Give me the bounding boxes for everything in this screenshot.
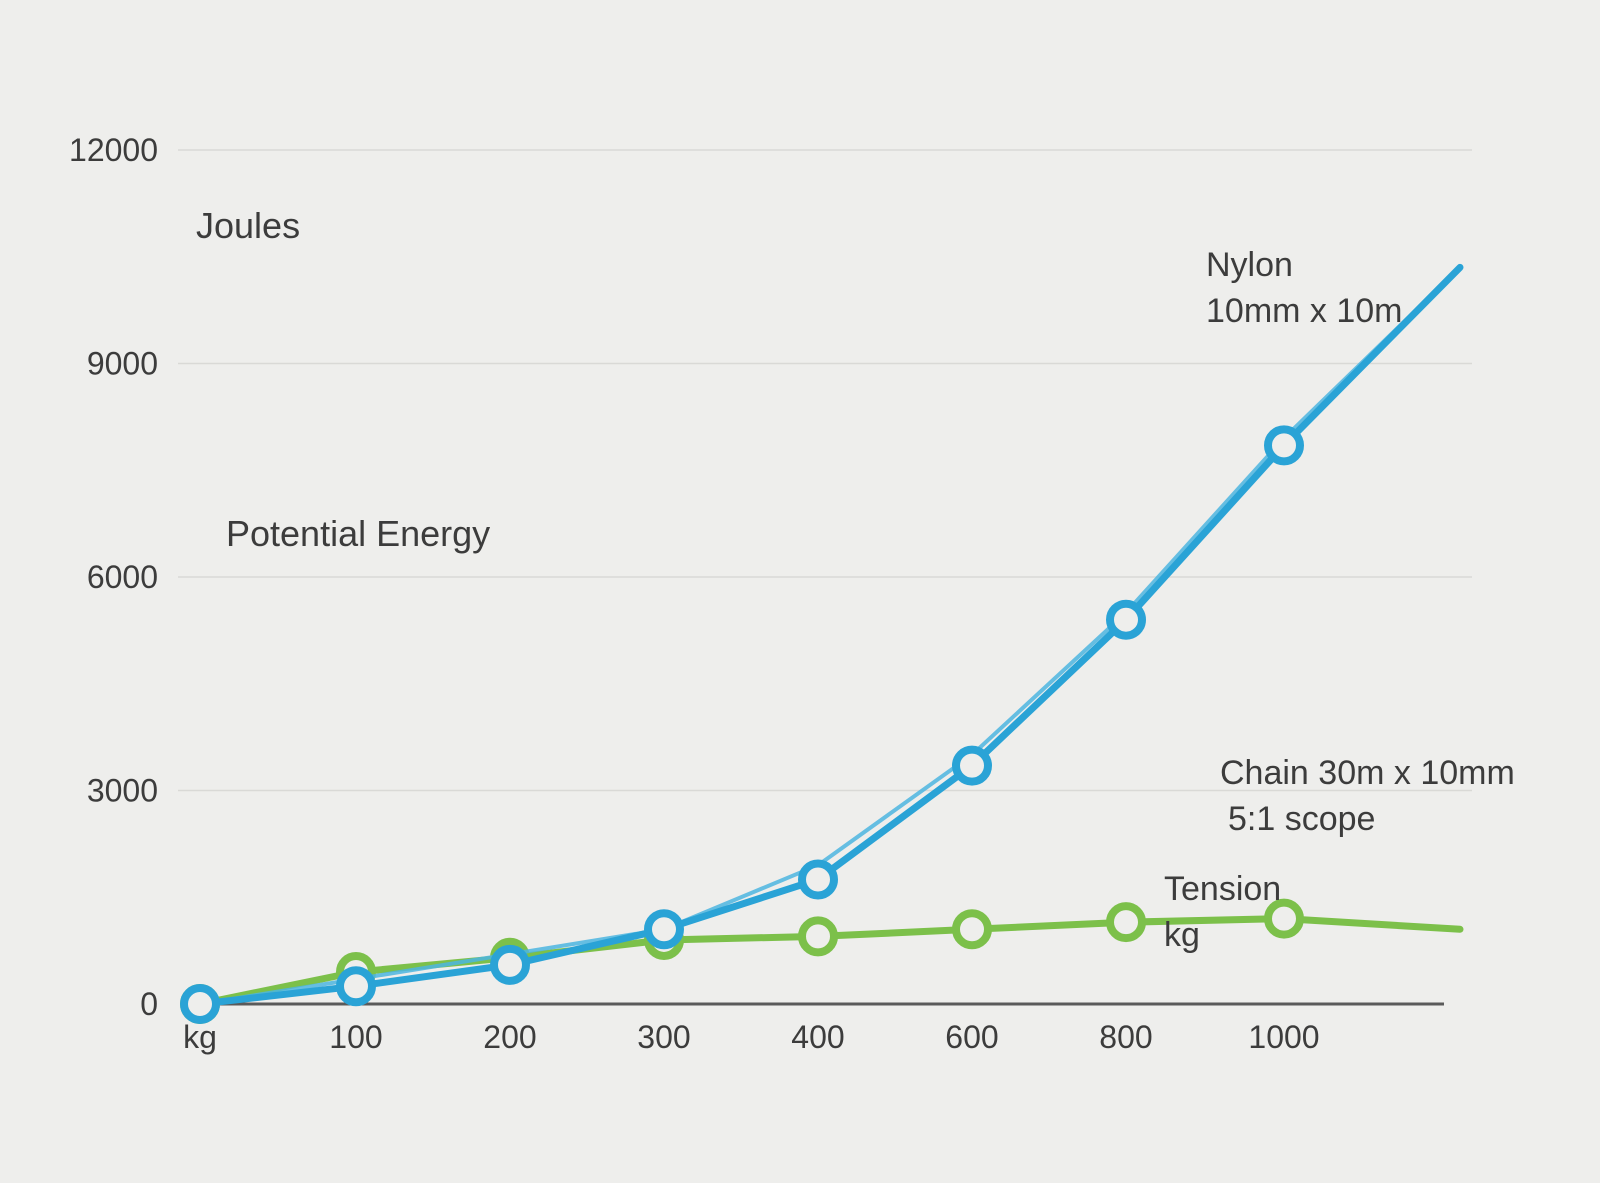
series-label-chain: Chain 30m x 10mm 5:1 scope <box>1220 754 1515 838</box>
chart-title: Potential Energy <box>226 513 490 554</box>
x-tick-label: 200 <box>483 1019 536 1055</box>
series-label-tension: Tension kg <box>1164 870 1281 954</box>
y-axis-label: Joules <box>196 205 300 246</box>
y-axis-ticks: 0 3000 6000 9000 12000 <box>69 132 158 1022</box>
data-point-marker <box>798 859 838 900</box>
data-point-marker <box>1106 902 1146 943</box>
data-point-marker <box>180 984 220 1024</box>
series-label-nylon: Nylon 10mm x 10m <box>1206 246 1403 330</box>
series-label-tension-line1: Tension <box>1164 870 1281 908</box>
gridlines <box>178 149 1472 792</box>
x-tick-label: 800 <box>1099 1019 1152 1055</box>
y-tick-label: 0 <box>140 986 158 1022</box>
data-point-marker <box>798 916 838 957</box>
series-label-nylon-line2: 10mm x 10m <box>1206 292 1403 330</box>
y-tick-label: 6000 <box>87 559 158 595</box>
x-tick-label: 400 <box>791 1019 844 1055</box>
data-point-marker <box>1264 425 1304 466</box>
data-point-marker <box>952 909 992 950</box>
y-tick-label: 12000 <box>69 132 158 168</box>
x-tick-label: 1000 <box>1248 1019 1319 1055</box>
series-label-tension-line2: kg <box>1164 916 1200 954</box>
data-point-marker <box>644 909 684 950</box>
series-label-chain-line2: 5:1 scope <box>1228 800 1375 838</box>
x-tick-label: kg <box>183 1019 217 1055</box>
x-axis-ticks: kg 100 200 300 400 600 800 1000 <box>183 1019 1319 1055</box>
data-point-marker <box>336 966 376 1007</box>
series-label-nylon-line1: Nylon <box>1206 246 1293 284</box>
data-point-marker <box>490 944 530 985</box>
x-tick-label: 600 <box>945 1019 998 1055</box>
x-tick-label: 100 <box>329 1019 382 1055</box>
series-lines <box>180 263 1464 1024</box>
x-tick-label: 300 <box>637 1019 690 1055</box>
data-point-marker <box>1106 599 1146 640</box>
y-tick-label: 3000 <box>87 773 158 809</box>
data-point-marker <box>1264 898 1304 939</box>
data-point-marker <box>952 745 992 786</box>
series-label-chain-line1: Chain 30m x 10mm <box>1220 754 1515 792</box>
y-tick-label: 9000 <box>87 346 158 382</box>
